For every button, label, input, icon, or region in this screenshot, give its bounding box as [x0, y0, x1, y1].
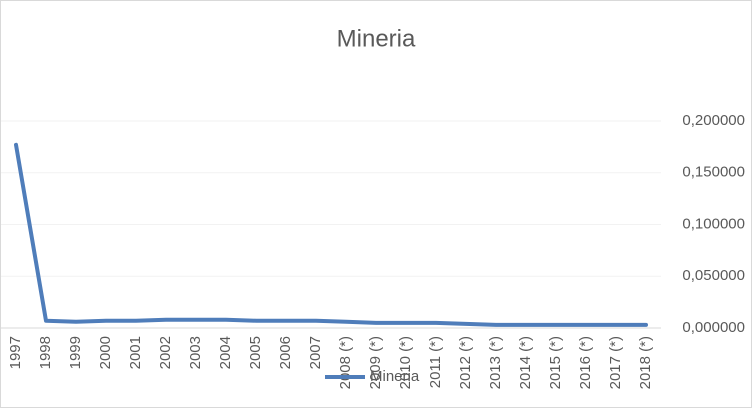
- x-tick-label: 2014 (*): [517, 336, 534, 389]
- x-tick-label: 1997: [7, 336, 24, 369]
- x-tick-label: 2003: [187, 336, 204, 369]
- x-tick-label: 2011 (*): [427, 336, 444, 388]
- y-tick-label: 0,100000: [682, 215, 745, 232]
- x-tick-label: 2004: [217, 336, 234, 369]
- x-tick-label: 2010 (*): [397, 336, 414, 389]
- x-tick-label: 2001: [127, 336, 144, 369]
- y-tick-label: 0,150000: [682, 164, 745, 181]
- y-tick-label: 0,000000: [682, 319, 745, 336]
- x-tick-label: 2002: [157, 336, 174, 369]
- legend-label: Mineria: [370, 368, 420, 385]
- x-tick-label: 2016 (*): [577, 336, 594, 389]
- x-tick-label: 2018 (*): [637, 336, 654, 389]
- x-tick-label: 2012 (*): [457, 336, 474, 389]
- x-tick-label: 2015 (*): [547, 336, 564, 389]
- x-tick-label: 2008 (*): [337, 336, 354, 389]
- x-tick-label: 2017 (*): [607, 336, 624, 389]
- x-tick-label: 2009 (*): [367, 336, 384, 389]
- x-tick-label: 1999: [67, 336, 84, 369]
- x-tick-label: 2005: [247, 336, 264, 369]
- x-tick-label: 2007: [307, 336, 324, 369]
- x-tick-label: 2000: [97, 336, 114, 369]
- x-tick-label: 2006: [277, 336, 294, 369]
- series-line: [14, 142, 648, 327]
- y-tick-label: 0,050000: [682, 267, 745, 284]
- chart-title: Mineria: [337, 25, 416, 52]
- y-tick-label: 0,200000: [682, 112, 745, 129]
- x-tick-label: 2013 (*): [487, 336, 504, 389]
- x-tick-label: 1998: [37, 336, 54, 369]
